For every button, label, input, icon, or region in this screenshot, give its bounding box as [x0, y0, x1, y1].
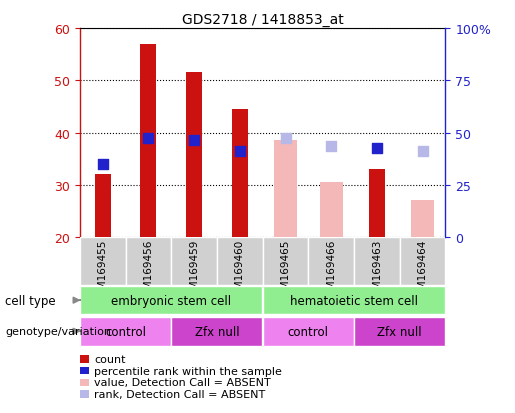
Bar [126, 237, 171, 285]
Bar [274, 141, 297, 237]
Bar [263, 237, 308, 285]
Bar [232, 110, 248, 237]
Text: rank, Detection Call = ABSENT: rank, Detection Call = ABSENT [94, 389, 266, 399]
Bar [80, 317, 171, 346]
Point [419, 148, 427, 155]
Bar [308, 237, 354, 285]
Point [144, 135, 152, 142]
Bar [171, 317, 262, 346]
Bar [354, 317, 445, 346]
Bar [411, 201, 434, 237]
Bar [263, 317, 354, 346]
Bar [400, 237, 445, 285]
Point [98, 161, 107, 168]
Text: hematoietic stem cell: hematoietic stem cell [290, 294, 418, 307]
Text: genotype/variation: genotype/variation [5, 326, 111, 337]
Text: control: control [105, 325, 146, 338]
Bar [171, 237, 217, 285]
Bar [369, 170, 385, 237]
Text: embryonic stem cell: embryonic stem cell [111, 294, 231, 307]
Text: GSM169466: GSM169466 [326, 239, 336, 302]
Text: GSM169465: GSM169465 [281, 239, 290, 302]
Bar [263, 286, 445, 315]
Text: Zfx null: Zfx null [377, 325, 422, 338]
Point [190, 138, 198, 144]
Point [236, 148, 244, 155]
Text: GSM169460: GSM169460 [235, 239, 245, 302]
Point [281, 135, 289, 142]
Point [373, 145, 381, 152]
Text: count: count [94, 354, 126, 364]
Bar [320, 183, 342, 237]
Title: GDS2718 / 1418853_at: GDS2718 / 1418853_at [182, 12, 344, 26]
Text: GSM169455: GSM169455 [98, 239, 108, 302]
Bar [354, 237, 400, 285]
Text: Zfx null: Zfx null [195, 325, 239, 338]
Text: GSM169459: GSM169459 [189, 239, 199, 302]
Text: percentile rank within the sample: percentile rank within the sample [94, 366, 282, 376]
Bar [80, 237, 126, 285]
Text: GSM169463: GSM169463 [372, 239, 382, 302]
Text: GSM169464: GSM169464 [418, 239, 427, 302]
Point [327, 143, 335, 150]
Bar [80, 286, 262, 315]
Text: control: control [288, 325, 329, 338]
Bar [186, 73, 202, 237]
Bar [217, 237, 263, 285]
Text: GSM169456: GSM169456 [143, 239, 153, 302]
Text: value, Detection Call = ABSENT: value, Detection Call = ABSENT [94, 377, 271, 387]
Bar [141, 45, 157, 237]
Bar [95, 175, 111, 237]
Text: cell type: cell type [5, 294, 56, 307]
